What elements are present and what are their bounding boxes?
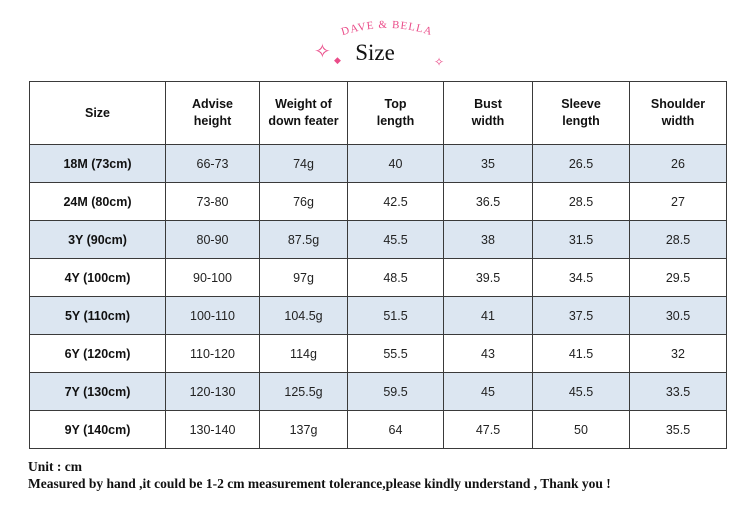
table-cell: 73-80 (165, 182, 260, 221)
table-row: 7Y (130cm) 120-130 125.5g 59.5 45 45.5 33.5 (29, 372, 727, 411)
table-cell: 41.5 (532, 334, 630, 373)
table-header: Size Advise height Weight of down feater Top l… (29, 81, 727, 145)
table-cell: 28.5 (532, 182, 630, 221)
column-header-line: length (376, 114, 415, 128)
table-cell: 90-100 (165, 258, 260, 297)
table-cell: 125.5g (259, 372, 348, 411)
column-header: Sleeve length (532, 81, 630, 145)
table-cell: 47.5 (443, 410, 533, 449)
column-header-line: Shoulder (650, 97, 706, 112)
table-cell: 87.5g (259, 220, 348, 259)
table-cell: 40 (347, 144, 444, 183)
table-row: 24M (80cm) 73-80 76g 42.5 36.5 28.5 27 (29, 182, 727, 221)
column-header: Shoulder width (629, 81, 727, 145)
table-cell: 33.5 (629, 372, 727, 411)
column-header-line: Advise (192, 97, 233, 112)
size-cell: 24M (80cm) (29, 182, 166, 221)
table-cell: 50 (532, 410, 630, 449)
table-cell: 74g (259, 144, 348, 183)
column-header-line: Sleeve (561, 97, 601, 112)
column-header: Advise height (165, 81, 260, 145)
size-cell: 18M (73cm) (29, 144, 166, 183)
table-cell: 27 (629, 182, 727, 221)
table-cell: 64 (347, 410, 444, 449)
table-cell: 104.5g (259, 296, 348, 335)
table-cell: 39.5 (443, 258, 533, 297)
size-cell: 3Y (90cm) (29, 220, 166, 259)
table-cell: 45 (443, 372, 533, 411)
table-cell: 43 (443, 334, 533, 373)
tolerance-note: Measured by hand ,it could be 1-2 cm mea… (28, 476, 611, 491)
size-cell: 9Y (140cm) (29, 410, 166, 449)
brand-text: DAVE & BELLA (340, 19, 434, 38)
table-cell: 26 (629, 144, 727, 183)
table-cell: 42.5 (347, 182, 444, 221)
table-cell: 31.5 (532, 220, 630, 259)
table-cell: 137g (259, 410, 348, 449)
column-header-line: Top (384, 97, 407, 112)
header: DAVE & BELLA ✧ ◆ ✧ Size (0, 0, 750, 80)
table-cell: 59.5 (347, 372, 444, 411)
brand-logo: DAVE & BELLA (340, 19, 434, 38)
sparkle-diamond-icon: ◆ (334, 55, 341, 65)
table-body: 18M (73cm) 66-73 74g 40 35 26.5 26 24M (80cm) 73… (29, 144, 727, 449)
column-header: Bust width (443, 81, 533, 145)
size-cell: 5Y (110cm) (29, 296, 166, 335)
column-header: Top length (347, 81, 444, 145)
table-cell: 100-110 (165, 296, 260, 335)
column-header-line: width (661, 114, 695, 128)
size-cell: 4Y (100cm) (29, 258, 166, 297)
column-header-line: width (471, 114, 505, 128)
header-row: Size Advise height Weight of down feater Top l… (29, 81, 727, 145)
table-row: 18M (73cm) 66-73 74g 40 35 26.5 26 (29, 144, 727, 183)
column-header-line: Weight of (275, 97, 332, 112)
table-cell: 120-130 (165, 372, 260, 411)
sparkle-diamond-icon: ✧ (434, 55, 445, 69)
table-cell: 26.5 (532, 144, 630, 183)
column-header-line: down feater (268, 114, 339, 128)
table-cell: 30.5 (629, 296, 727, 335)
table-cell: 76g (259, 182, 348, 221)
table-cell: 41 (443, 296, 533, 335)
table-cell: 55.5 (347, 334, 444, 373)
table-cell: 35 (443, 144, 533, 183)
table-row: 5Y (110cm) 100-110 104.5g 51.5 41 37.5 30.5 (29, 296, 727, 335)
table-cell: 80-90 (165, 220, 260, 259)
column-header: Weight of down feater (259, 81, 348, 145)
column-header: Size (29, 81, 166, 145)
sparkle-star-icon: ✧ (314, 41, 331, 63)
table-cell: 48.5 (347, 258, 444, 297)
table-cell: 36.5 (443, 182, 533, 221)
table-cell: 45.5 (347, 220, 444, 259)
unit-note: Unit : cm (28, 459, 82, 474)
table-row: 4Y (100cm) 90-100 97g 48.5 39.5 34.5 29.5 (29, 258, 727, 297)
table-cell: 110-120 (165, 334, 260, 373)
page-title: Size (355, 40, 395, 65)
footer: Unit : cm Measured by hand ,it could be … (28, 458, 611, 492)
table-cell: 130-140 (165, 410, 260, 449)
table-cell: 34.5 (532, 258, 630, 297)
table-cell: 37.5 (532, 296, 630, 335)
table-cell: 32 (629, 334, 727, 373)
table-cell: 28.5 (629, 220, 727, 259)
column-header-line: Bust (474, 97, 502, 112)
table-row: 3Y (90cm) 80-90 87.5g 45.5 38 31.5 28.5 (29, 220, 727, 259)
column-header-line: Size (84, 105, 110, 120)
table-row: 9Y (140cm) 130-140 137g 64 47.5 50 35.5 (29, 410, 727, 449)
column-header-line: length (562, 114, 600, 128)
size-cell: 7Y (130cm) (29, 372, 166, 411)
table-cell: 45.5 (532, 372, 630, 411)
column-header-line: height (193, 114, 232, 128)
table-cell: 114g (259, 334, 348, 373)
table-cell: 35.5 (629, 410, 727, 449)
table-cell: 66-73 (165, 144, 260, 183)
table-cell: 38 (443, 220, 533, 259)
table-row: 6Y (120cm) 110-120 114g 55.5 43 41.5 32 (29, 334, 727, 373)
table-cell: 51.5 (347, 296, 444, 335)
size-cell: 6Y (120cm) (29, 334, 166, 373)
size-chart-table: Size Advise height Weight of down feater Top l… (29, 81, 727, 449)
table-cell: 29.5 (629, 258, 727, 297)
table-cell: 97g (259, 258, 348, 297)
